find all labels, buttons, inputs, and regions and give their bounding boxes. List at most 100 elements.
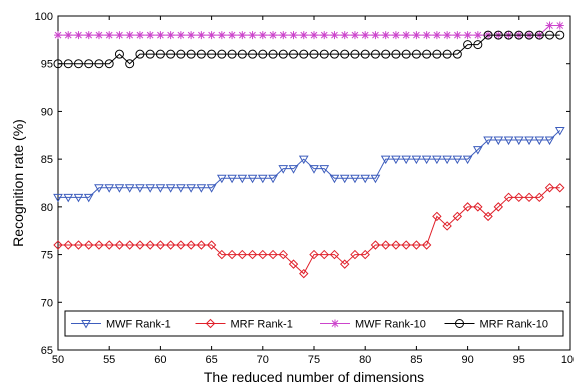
- data-point-mrf-rank-10: [381, 49, 391, 59]
- data-point-mwf-rank-10: [269, 31, 278, 40]
- data-point-mrf-rank-10: [237, 49, 247, 59]
- data-point-mrf-rank-1: [555, 183, 565, 193]
- series-line-mrf-rank-1: [58, 187, 560, 275]
- data-point-mrf-rank-1: [309, 249, 319, 260]
- data-point-mwf-rank-10: [443, 31, 452, 40]
- data-point-mwf-rank-1: [309, 165, 319, 174]
- x-tick-label: 60: [154, 354, 166, 366]
- data-point-mrf-rank-1: [258, 249, 268, 260]
- data-point-mrf-rank-10: [248, 49, 258, 59]
- y-tick-label: 80: [41, 202, 53, 214]
- data-point-mrf-rank-10: [125, 59, 135, 69]
- data-point-mrf-rank-1: [206, 240, 217, 250]
- data-point-mwf-rank-1: [350, 174, 360, 184]
- data-point-mwf-rank-10: [279, 31, 288, 40]
- legend-entry-mrf-rank-1: MRF Rank-1: [195, 319, 293, 331]
- data-point-mwf-rank-1: [176, 184, 186, 193]
- data-point-mrf-rank-1: [401, 240, 411, 250]
- data-point-mwf-rank-10: [125, 31, 134, 40]
- data-point-mrf-rank-10: [268, 49, 278, 59]
- data-point-mrf-rank-1: [360, 249, 370, 260]
- data-point-mwf-rank-1: [216, 174, 227, 184]
- data-point-mrf-rank-10: [278, 49, 288, 59]
- data-point-mrf-rank-10: [309, 49, 319, 59]
- data-point-mrf-rank-10: [63, 59, 73, 69]
- data-point-mrf-rank-1: [288, 259, 299, 269]
- data-point-mwf-rank-10: [84, 31, 93, 40]
- data-point-mwf-rank-10: [228, 31, 237, 40]
- data-point-mrf-rank-1: [176, 240, 186, 250]
- data-point-mrf-rank-10: [360, 49, 370, 59]
- data-point-mrf-rank-10: [299, 49, 309, 59]
- data-point-mwf-rank-1: [257, 174, 268, 184]
- data-point-mwf-rank-1: [513, 136, 524, 146]
- series-mwf-rank-1: [53, 127, 565, 203]
- data-point-mwf-rank-1: [319, 165, 330, 174]
- data-point-mwf-rank-10: [320, 31, 329, 40]
- data-point-mwf-rank-10: [135, 31, 144, 40]
- data-point-mrf-rank-1: [155, 240, 166, 250]
- x-tick-label: 50: [52, 354, 64, 366]
- data-point-mrf-rank-1: [124, 240, 135, 250]
- data-point-mwf-rank-10: [545, 21, 554, 30]
- data-point-mwf-rank-1: [329, 174, 340, 184]
- legend-label: MWF Rank-10: [355, 319, 426, 331]
- data-point-mrf-rank-10: [145, 49, 155, 59]
- legend-entry-mrf-rank-10: MRF Rank-10: [444, 319, 548, 331]
- data-point-mwf-rank-1: [83, 193, 94, 203]
- data-point-mrf-rank-10: [104, 59, 114, 69]
- y-tick-label: 85: [41, 154, 53, 166]
- data-point-mwf-rank-10: [422, 31, 431, 40]
- data-point-mwf-rank-10: [402, 31, 411, 40]
- data-point-mwf-rank-1: [298, 155, 309, 165]
- data-point-mrf-rank-10: [350, 49, 360, 59]
- data-point-mwf-rank-1: [483, 136, 493, 146]
- data-point-mwf-rank-1: [288, 165, 299, 174]
- data-point-mwf-rank-1: [554, 127, 565, 136]
- data-point-mrf-rank-10: [411, 49, 421, 59]
- data-point-mrf-rank-1: [145, 240, 155, 250]
- x-tick-label: 85: [410, 354, 422, 366]
- data-point-mrf-rank-10: [135, 49, 145, 59]
- data-point-mrf-rank-10: [452, 49, 462, 59]
- data-point-mrf-rank-10: [207, 49, 217, 59]
- data-point-mrf-rank-1: [268, 249, 278, 260]
- data-point-mrf-rank-10: [73, 59, 83, 69]
- data-point-mrf-rank-1: [534, 192, 544, 203]
- data-point-mrf-rank-1: [299, 268, 309, 279]
- data-point-mrf-rank-1: [278, 249, 288, 260]
- data-point-mrf-rank-10: [289, 49, 299, 59]
- data-point-mwf-rank-10: [361, 31, 370, 40]
- data-point-mrf-rank-1: [53, 240, 63, 250]
- data-point-mwf-rank-1: [493, 136, 504, 146]
- data-point-mrf-rank-10: [217, 49, 227, 59]
- data-point-mrf-rank-10: [329, 49, 339, 59]
- data-point-mrf-rank-10: [504, 30, 514, 40]
- data-point-mrf-rank-10: [53, 59, 63, 69]
- data-point-mwf-rank-1: [206, 184, 217, 193]
- data-point-mwf-rank-10: [310, 31, 318, 40]
- data-point-mwf-rank-10: [115, 31, 124, 40]
- data-point-mrf-rank-10: [319, 49, 329, 59]
- data-point-mwf-rank-10: [473, 31, 482, 40]
- legend-label: MRF Rank-10: [480, 319, 548, 331]
- data-point-mrf-rank-1: [84, 240, 94, 250]
- y-tick-label: 100: [35, 11, 53, 23]
- data-point-mwf-rank-1: [186, 184, 196, 193]
- data-point-mwf-rank-1: [124, 184, 135, 193]
- y-tick-label: 65: [41, 345, 53, 357]
- x-tick-label: 65: [205, 354, 217, 366]
- data-point-mwf-rank-10: [463, 31, 472, 40]
- data-point-mwf-rank-10: [217, 31, 226, 40]
- data-point-mrf-rank-1: [186, 240, 196, 250]
- data-point-mwf-rank-1: [360, 174, 371, 184]
- data-point-mwf-rank-1: [73, 193, 84, 203]
- data-point-mwf-rank-10: [248, 31, 257, 40]
- x-tick-label: 70: [257, 354, 269, 366]
- data-point-mwf-rank-1: [339, 174, 350, 184]
- data-point-mrf-rank-10: [340, 49, 350, 59]
- data-point-mrf-rank-1: [165, 240, 176, 250]
- data-point-mwf-rank-1: [247, 174, 258, 184]
- x-tick-label: 100: [561, 354, 574, 366]
